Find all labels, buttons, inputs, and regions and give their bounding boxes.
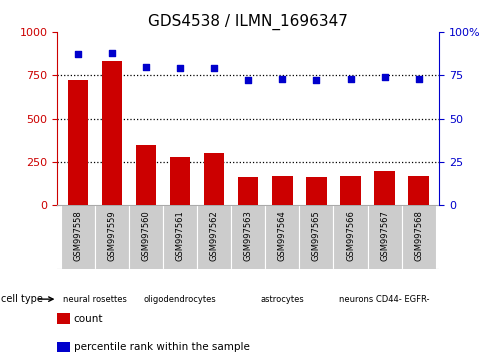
Bar	[306, 177, 327, 205]
Text: GSM997564: GSM997564	[278, 210, 287, 261]
Bar	[61, 205, 95, 269]
Bar	[102, 61, 122, 205]
Text: count: count	[74, 314, 103, 324]
Text: neurons CD44- EGFR-: neurons CD44- EGFR-	[339, 295, 430, 304]
Bar	[238, 177, 258, 205]
Bar	[409, 176, 429, 205]
Bar	[368, 205, 402, 269]
Bar	[129, 205, 163, 269]
Bar	[340, 176, 361, 205]
Text: GSM997559: GSM997559	[107, 210, 116, 261]
Bar	[333, 205, 368, 269]
Text: GDS4538 / ILMN_1696347: GDS4538 / ILMN_1696347	[148, 14, 348, 30]
Text: GSM997561: GSM997561	[176, 210, 185, 261]
Text: GSM997563: GSM997563	[244, 210, 253, 261]
Bar	[136, 145, 156, 205]
Bar	[374, 171, 395, 205]
Text: neural rosettes: neural rosettes	[63, 295, 127, 304]
Point	[108, 50, 116, 56]
Text: GSM997565: GSM997565	[312, 210, 321, 261]
Point	[278, 76, 286, 81]
Bar	[170, 157, 190, 205]
Point	[312, 78, 320, 83]
Text: astrocytes: astrocytes	[260, 295, 304, 304]
Point	[381, 74, 389, 80]
Text: percentile rank within the sample: percentile rank within the sample	[74, 342, 250, 352]
Text: cell type: cell type	[1, 294, 43, 304]
Bar	[67, 80, 88, 205]
Bar	[95, 205, 129, 269]
Bar	[402, 205, 436, 269]
Point	[244, 78, 252, 83]
Point	[210, 65, 218, 71]
Text: GSM997560: GSM997560	[142, 210, 151, 261]
Text: GSM997568: GSM997568	[414, 210, 423, 261]
Point	[74, 52, 82, 57]
Bar	[231, 205, 265, 269]
Bar	[204, 153, 225, 205]
Text: GSM997558: GSM997558	[73, 210, 82, 261]
Point	[176, 65, 184, 71]
Text: GSM997562: GSM997562	[210, 210, 219, 261]
Bar	[272, 176, 292, 205]
Point	[415, 76, 423, 81]
Text: GSM997566: GSM997566	[346, 210, 355, 261]
Bar	[265, 205, 299, 269]
Bar	[197, 205, 231, 269]
Text: GSM997567: GSM997567	[380, 210, 389, 261]
Point	[142, 64, 150, 69]
Point	[346, 76, 354, 81]
Bar	[299, 205, 333, 269]
Text: oligodendrocytes: oligodendrocytes	[144, 295, 217, 304]
Bar	[163, 205, 197, 269]
